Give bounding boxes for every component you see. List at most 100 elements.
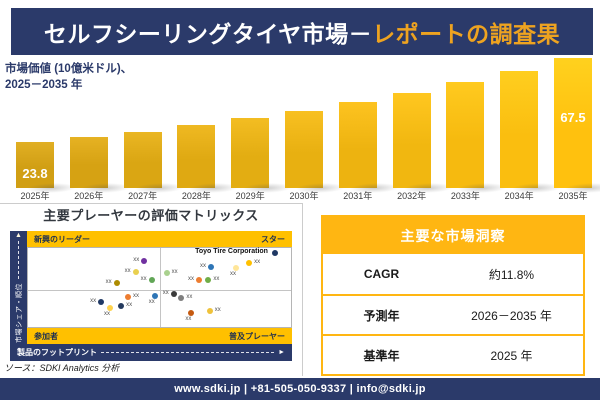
scatter-point-label: xx	[214, 307, 221, 314]
scatter-point-label: xx	[105, 278, 112, 285]
page-title-accent: レポートの調査果	[372, 20, 561, 47]
quadrant-label-bottom-right: 普及プレーヤー	[229, 331, 285, 341]
scatter-dot	[148, 277, 155, 284]
section-divider-horizontal	[0, 203, 302, 204]
x-axis-tick-label: 2031年	[343, 191, 373, 201]
scatter-point-label: xx	[230, 271, 237, 278]
bar	[177, 57, 242, 193]
scatter-dot	[233, 265, 240, 272]
insights-row: 予測年 2026－2035 年	[323, 294, 583, 334]
x-axis-tick-label: 2032年	[397, 191, 427, 201]
market-value-bar-chart: 市場価値 (10億米ドル)、 2025－2035 年 23.8 67.5 2025…	[0, 55, 600, 202]
scatter-point-label: xx	[133, 256, 140, 263]
scatter-dot	[118, 302, 125, 309]
insights-rows: CAGR 約11.8% 予測年 2026－2035 年基準年 2025 年	[323, 254, 583, 374]
scatter-point-label: xx	[140, 276, 147, 283]
x-axis-band: 製品のフットプリント ►	[10, 344, 292, 361]
insights-row-value: 2025 年	[490, 348, 533, 363]
x-axis-tick-label: 2030年	[289, 191, 319, 201]
x-axis-tick-label: 2034年	[504, 191, 534, 201]
scatter-point-label: xx	[148, 299, 155, 306]
insights-row: CAGR 約11.8%	[323, 254, 583, 294]
scatter-point-label: xx	[162, 289, 169, 296]
scatter-dot	[208, 264, 215, 271]
x-axis-tick-label: 2027年	[128, 191, 158, 201]
footer-contact-text: www.sdki.jp | +81-505-050-9337 | info@sd…	[174, 383, 426, 395]
x-axis-years: 2025年 2026年 2027年 2028年 2029年 2030年 2031年 2032年…	[16, 189, 592, 201]
section-divider-vertical	[302, 203, 303, 376]
bar	[69, 57, 135, 193]
scatter-point-label: xx	[200, 263, 207, 270]
bar-value-label: 23.8	[22, 166, 48, 181]
scatter-point-label: xx	[90, 297, 97, 304]
bar: 23.8	[16, 57, 81, 193]
scatter-dot	[141, 257, 148, 264]
quadrant-divider-horizontal	[28, 289, 291, 291]
insights-row-value: 2026－2035 年	[471, 308, 552, 323]
scatter-dot	[205, 276, 212, 283]
scatter-dot	[124, 293, 131, 300]
quadrant-label-top-right: スター	[261, 234, 285, 244]
x-axis-label: 製品のフットプリント	[17, 348, 97, 357]
insights-row-value: 約11.8%	[488, 267, 535, 282]
scatter-point-label: xx	[132, 292, 139, 299]
scatter-point-label: xx	[171, 269, 178, 276]
x-axis-arrow-icon: ►	[278, 349, 285, 356]
scatter-point-label: xx	[186, 294, 193, 300]
evaluation-matrix: ▲ 市場シェア・順位 新興のリーダー スター xx xx xx xx xx xx Toyo …	[10, 231, 292, 361]
scatter-point-label: xx	[187, 276, 194, 283]
bar	[392, 57, 457, 193]
scatter-point-label: xx	[213, 275, 220, 282]
x-axis-tick-label: 2025年	[20, 191, 50, 201]
page-title: セルフシーリングタイヤ市場－ レポートの調査果	[11, 8, 593, 55]
y-axis-band: ▲ 市場シェア・順位	[10, 231, 27, 344]
scatter-dot	[246, 259, 253, 266]
quadrant-label-bottom-left: 参加者	[34, 331, 58, 341]
scatter-point-label: xx	[185, 316, 192, 323]
x-axis-tick-label: 2028年	[181, 191, 211, 201]
scatter-point-label: xx	[104, 311, 111, 318]
chart-subtitle-line1: 市場価値 (10億米ドル)、	[5, 63, 133, 75]
scatter-dot	[170, 290, 177, 297]
scatter-point-label: xx	[126, 301, 133, 308]
insights-row: 基準年 2025 年	[323, 334, 583, 374]
x-axis-tick-label: 2035年	[558, 191, 588, 201]
bar	[231, 57, 296, 193]
scatter-dot	[271, 249, 278, 256]
chart-subtitle-line2: 2025－2035 年	[5, 79, 83, 92]
scatter-dot	[178, 295, 185, 301]
y-axis-arrow-icon: ▲	[15, 232, 22, 239]
x-axis-dashed-line	[101, 352, 275, 353]
insights-row-label: 予測年	[363, 308, 400, 323]
insights-title: 主要な市場洞察	[323, 217, 583, 254]
insights-row-label: 基準年	[363, 348, 400, 363]
matrix-title: 主要プレーヤーの評価マトリックス	[43, 208, 259, 223]
x-axis-tick-label: 2029年	[235, 191, 265, 201]
bar: 67.5	[553, 57, 600, 193]
y-axis-label: 市場シェア・順位	[16, 283, 23, 343]
quadrant-band-bottom: 参加者 普及プレーヤー	[27, 328, 292, 344]
bar	[446, 57, 511, 193]
quadrant-band-top: 新興のリーダー スター	[27, 231, 292, 247]
scatter-dot	[107, 305, 114, 312]
player-matrix-section: 主要プレーヤーの評価マトリックス ▲ 市場シェア・順位 新興のリーダー スター …	[10, 205, 292, 361]
bar	[500, 57, 565, 193]
bar-value-label: 67.5	[560, 110, 586, 125]
bar	[123, 57, 188, 193]
scatter-dot	[132, 269, 139, 276]
quadrant-divider-vertical	[159, 248, 161, 327]
quadrant-label-top-left: 新興のリーダー	[34, 234, 90, 244]
insights-row-label: CAGR	[363, 267, 400, 281]
matrix-plot-area: xx xx xx xx xx xx Toyo Tire Corporation xx xx xx x…	[27, 247, 292, 328]
x-axis-tick-label: 2026年	[74, 191, 104, 201]
page-title-main: セルフシーリングタイヤ市場－	[43, 20, 373, 47]
market-insights-table: 主要な市場洞察 CAGR 約11.8% 予測年 2026－2035 年基準年 2025 …	[321, 215, 585, 376]
scatter-point-label: xx	[254, 258, 261, 265]
scatter-dot	[188, 310, 195, 317]
scatter-dot	[98, 298, 105, 305]
scatter-point-label: Toyo Tire Corporation	[195, 247, 268, 255]
scatter-dot	[206, 308, 213, 315]
scatter-dot	[163, 270, 170, 277]
y-axis-dashed-line	[18, 241, 19, 279]
